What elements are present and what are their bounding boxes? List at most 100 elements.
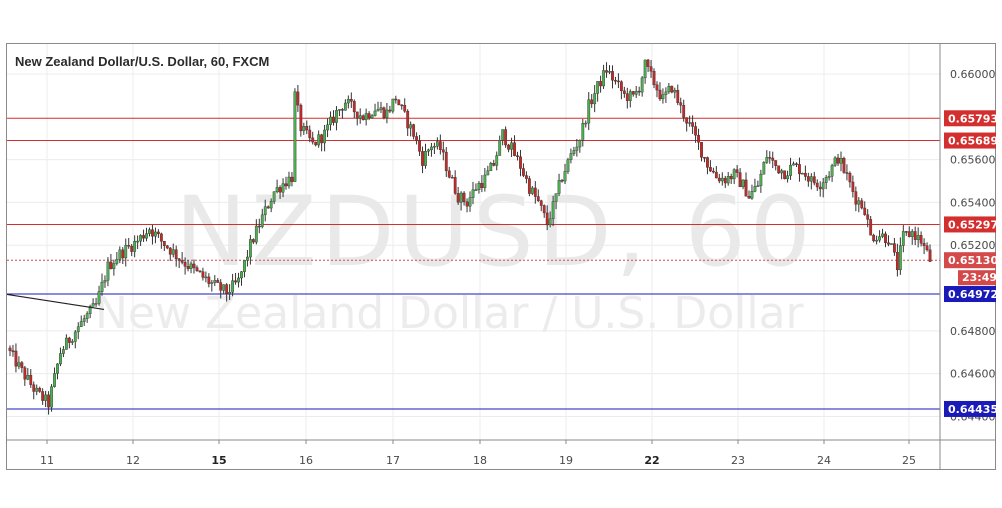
candle-body [596,81,600,94]
candle-body [14,350,18,367]
candle-body [400,104,404,107]
chart-frame [6,43,996,470]
candle-body [394,98,398,101]
candle-body [195,267,199,271]
level-tag-label: 0.64972 [948,288,998,301]
candle-body [216,280,220,283]
level-tag-label: 0.65689 [948,135,998,148]
candle-body [145,233,148,239]
level-tag-label: 0.65297 [948,218,998,231]
candle-body [872,235,876,242]
candle-body [510,142,513,150]
candle-body [171,249,175,255]
candle-body [504,129,508,146]
candle-body [97,291,101,304]
candle-body [349,98,353,102]
level-tag-bg [944,216,996,233]
candle-body [38,387,42,392]
candle-body [664,91,668,95]
candle-body [756,185,760,187]
countdown-bg [958,270,996,286]
candle-body [118,249,122,260]
candle-body [441,149,445,153]
trendline[interactable] [6,293,105,311]
y-tick-label: 0.65600 [950,154,996,167]
candle-body [257,225,261,228]
candle-body [450,177,454,179]
x-axis: 11 12 15 16 17 18 19 22 23 24 25 [40,440,916,467]
candle-body [774,160,778,166]
candle-body [183,262,187,267]
candle-body [165,245,169,249]
candle-body [320,134,324,144]
candle-body [112,263,116,269]
trendline-segment[interactable] [6,293,105,311]
chart-title: New Zealand Dollar/U.S. Dollar, 60, FXCM [15,54,269,69]
candle-body [76,326,80,333]
candle-body [747,196,751,199]
candle-body [332,116,335,123]
candle-body [789,164,792,176]
y-tick-label: 0.66000 [950,68,996,81]
candle-body [251,239,255,243]
candle-body [560,180,564,182]
candle-body [507,144,510,150]
candle-body [735,169,739,173]
candle-body [88,306,92,314]
candle-body [59,353,62,365]
candle-body [100,281,104,292]
candle-body [317,134,321,146]
candle-body [168,247,172,255]
candle-body [340,109,344,111]
watermark: NZDUSD, 60 New Zealand Dollar / U.S. Dol… [95,176,811,339]
level-tag-bg [944,132,996,149]
candle-body [717,177,721,182]
candle-body [706,157,709,168]
candle-body [456,193,460,203]
candle-body [109,261,113,269]
candle-body [628,91,632,101]
candle-body [809,176,813,182]
candle-body [73,331,77,342]
candle-body [836,157,840,164]
candle-body [578,140,582,148]
candle-body [830,165,834,177]
candle-body [409,124,413,129]
candle-body [845,172,849,174]
candle-body [67,337,71,343]
candle-body [866,214,870,220]
candle-body [94,303,98,305]
candle-body [483,174,487,188]
candle-body [8,347,12,351]
candle-body [430,146,433,151]
candle-body [812,176,816,184]
candle-body [207,276,211,284]
candle-body [765,157,769,163]
candle-body [780,170,784,174]
candle-body [272,191,276,202]
candle-body [622,90,626,94]
candle-body [453,177,457,194]
candle-body [433,146,436,148]
candle-body [833,157,837,166]
candle-body [786,175,789,180]
candle-body [614,80,617,82]
candle-body [744,179,748,197]
x-tick-label: 25 [902,454,916,467]
candle-body [225,284,229,295]
candles [8,59,932,415]
candle-body [857,200,861,205]
candle-body [738,172,742,188]
candle-body [266,206,270,209]
candle-body [527,178,531,194]
candle-body [806,176,810,182]
candle-body [237,277,240,283]
x-tick-label: 23 [731,454,745,467]
candle-body [284,183,288,187]
candle-body [246,256,249,261]
candle-body [35,387,39,392]
candle-body [156,231,160,235]
candle-body [41,391,45,401]
candle-body [329,116,332,125]
